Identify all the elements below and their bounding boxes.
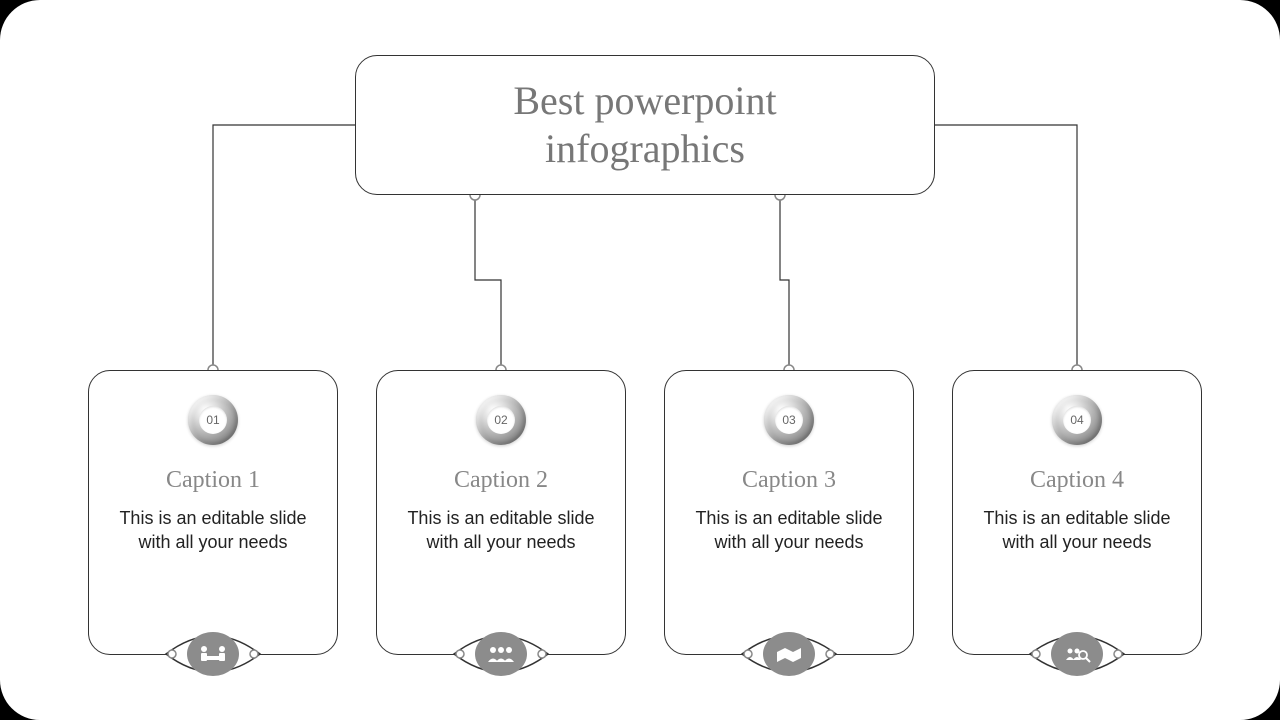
number-badge: 01	[188, 395, 238, 445]
card-3: 03 Caption 3 This is an editable slide w…	[664, 370, 914, 655]
card-desc: This is an editable slide with all your …	[971, 506, 1183, 555]
slide-title: Best powerpointinfographics	[513, 77, 776, 173]
slide-canvas: Best powerpointinfographics 01 Caption 1…	[0, 0, 1280, 720]
card-2: 02 Caption 2 This is an editable slide w…	[376, 370, 626, 655]
number-badge: 04	[1052, 395, 1102, 445]
card-caption: Caption 1	[166, 467, 260, 494]
number-text: 01	[199, 406, 227, 434]
card-desc: This is an editable slide with all your …	[395, 506, 607, 555]
card-caption: Caption 4	[1030, 467, 1124, 494]
number-text: 02	[487, 406, 515, 434]
card-4: 04 Caption 4 This is an editable slide w…	[952, 370, 1202, 655]
number-text: 04	[1063, 406, 1091, 434]
card-caption: Caption 3	[742, 467, 836, 494]
card-icon-container	[446, 626, 556, 682]
number-badge: 03	[764, 395, 814, 445]
number-badge: 02	[476, 395, 526, 445]
card-caption: Caption 2	[454, 467, 548, 494]
card-icon-container	[1022, 626, 1132, 682]
card-icon-container	[734, 626, 844, 682]
card-desc: This is an editable slide with all your …	[683, 506, 895, 555]
title-box: Best powerpointinfographics	[355, 55, 935, 195]
number-text: 03	[775, 406, 803, 434]
card-icon-container	[158, 626, 268, 682]
card-desc: This is an editable slide with all your …	[107, 506, 319, 555]
card-1: 01 Caption 1 This is an editable slide w…	[88, 370, 338, 655]
